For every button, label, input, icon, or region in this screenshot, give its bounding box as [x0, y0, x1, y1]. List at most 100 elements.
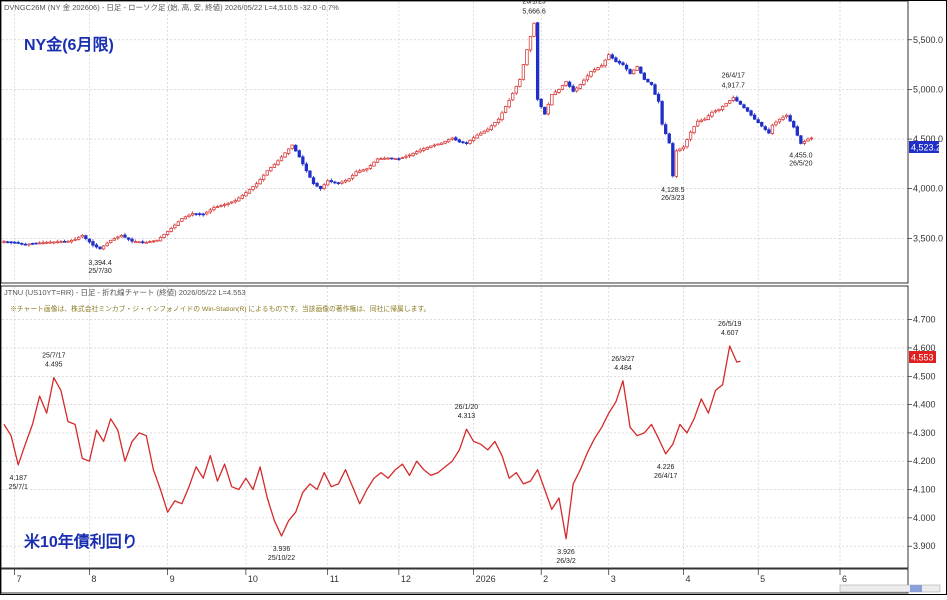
yield-price-label: 4.553 [911, 353, 934, 363]
gold-candle [439, 142, 444, 145]
gold-candle [343, 180, 348, 183]
gold-candle [16, 242, 20, 244]
gold-candle [710, 111, 714, 117]
yield-series-line [3, 345, 741, 540]
x-tick-label: 8 [91, 574, 96, 584]
gold-plot-area [0, 0, 909, 284]
gold-candle [30, 243, 35, 245]
gold-candle [432, 144, 437, 147]
gold-candle [286, 148, 291, 154]
gold-candle [567, 81, 572, 87]
horizontal-scrollbar[interactable] [839, 584, 941, 593]
gold-y-tick-label: 5,000.0 [913, 84, 943, 94]
gold-candle [98, 246, 102, 250]
yield-annotation-bottom: 4.484 [614, 365, 632, 372]
gold-candle [365, 168, 369, 171]
gold-candle [329, 180, 333, 183]
gold-annotation-date: 3,394.4 [88, 260, 111, 267]
gold-candle [760, 121, 764, 127]
gold-candle [763, 126, 767, 130]
gold-candle [318, 186, 323, 190]
gold-candle [632, 69, 636, 75]
yield-annotation-bottom: 4.495 [45, 362, 63, 369]
gold-candle [678, 148, 682, 151]
gold-candle [425, 146, 429, 150]
gold-candle [525, 49, 529, 66]
gold-candle [770, 124, 775, 134]
gold-candle [404, 155, 408, 158]
gold-candle [667, 133, 671, 144]
yield-annotation-bottom: 25/7/1 [8, 484, 28, 491]
yield-annotation-top: 25/7/17 [42, 353, 65, 360]
gold-candle [311, 177, 316, 185]
gold-candle [749, 110, 753, 116]
gold-candle [681, 146, 686, 150]
gold-candle [614, 57, 618, 62]
gold-candle [350, 174, 355, 179]
gold-candle [393, 158, 397, 160]
gold-candle [119, 234, 124, 238]
x-axis: 7 8 9 10 11 12 2026 2 3 4 5 6 [0, 568, 941, 594]
gold-candle [269, 167, 273, 172]
yield-annotation-top: 26/5/19 [718, 321, 741, 328]
gold-candle [222, 204, 227, 207]
gold-candle [390, 157, 394, 160]
gold-candle [642, 72, 646, 80]
yield-annotation-top: 26/3/27 [611, 356, 634, 363]
gold-annotation-value: 25/7/30 [88, 268, 111, 275]
yield-annotation-bottom: 4.313 [458, 413, 476, 420]
gold-candle [706, 115, 711, 120]
gold-candle [774, 121, 778, 126]
gold-candle [372, 161, 376, 167]
gold-y-tick-label: 3,500.0 [913, 233, 943, 243]
gold-candle [20, 242, 24, 245]
gold-candle [461, 141, 465, 144]
gold-candle [582, 79, 586, 85]
gold-candle [301, 156, 305, 165]
gold-candle [201, 213, 205, 216]
gold-header: DVNGC26M (NY 金 202606) - 日足 - ローソク足 (始, … [4, 2, 339, 12]
gold-candle [208, 209, 212, 213]
gold-candle [557, 89, 561, 93]
gold-candle [532, 22, 536, 37]
yield-y-tick-label: 4.100 [913, 485, 936, 495]
gold-candle [194, 213, 198, 215]
gold-candle [422, 148, 426, 151]
gold-candle [283, 152, 287, 158]
gold-candle [52, 241, 56, 244]
gold-candle [354, 171, 358, 176]
x-tick-label: 9 [170, 574, 175, 584]
scrollbar-thumb[interactable] [910, 585, 922, 592]
gold-candle [333, 181, 337, 184]
gold-candle [379, 158, 383, 160]
gold-candle [237, 197, 241, 202]
gold-annotation-value: 26/3/23 [661, 195, 684, 202]
gold-candle [664, 124, 668, 134]
gold-candle [656, 93, 661, 102]
gold-candle [457, 139, 462, 143]
gold-candle [162, 233, 166, 238]
gold-candle [137, 241, 141, 244]
gold-candle [493, 122, 497, 127]
gold-candle [603, 59, 607, 67]
gold-candle [34, 242, 38, 245]
gold-candle [5, 241, 10, 244]
gold-candle [358, 170, 362, 173]
gold-candle [809, 137, 814, 140]
gold-annotation-value: 26/5/20 [789, 161, 812, 168]
gold-candle [2, 240, 6, 243]
yield-annotation-top: 3.926 [557, 549, 575, 556]
gold-candle [713, 110, 718, 113]
gold-candle [279, 156, 284, 162]
gold-candle [589, 71, 593, 77]
gold-candle [230, 201, 234, 204]
gold-candle [158, 236, 163, 242]
gold-candle [27, 243, 31, 246]
gold-candle [720, 105, 725, 111]
gold-candle [489, 125, 494, 131]
gold-candle [116, 236, 120, 239]
gold-candle [205, 211, 209, 215]
gold-candle [429, 145, 433, 148]
gold-candle [190, 213, 195, 216]
yield-annotation-bottom: 26/3/2 [556, 558, 576, 565]
